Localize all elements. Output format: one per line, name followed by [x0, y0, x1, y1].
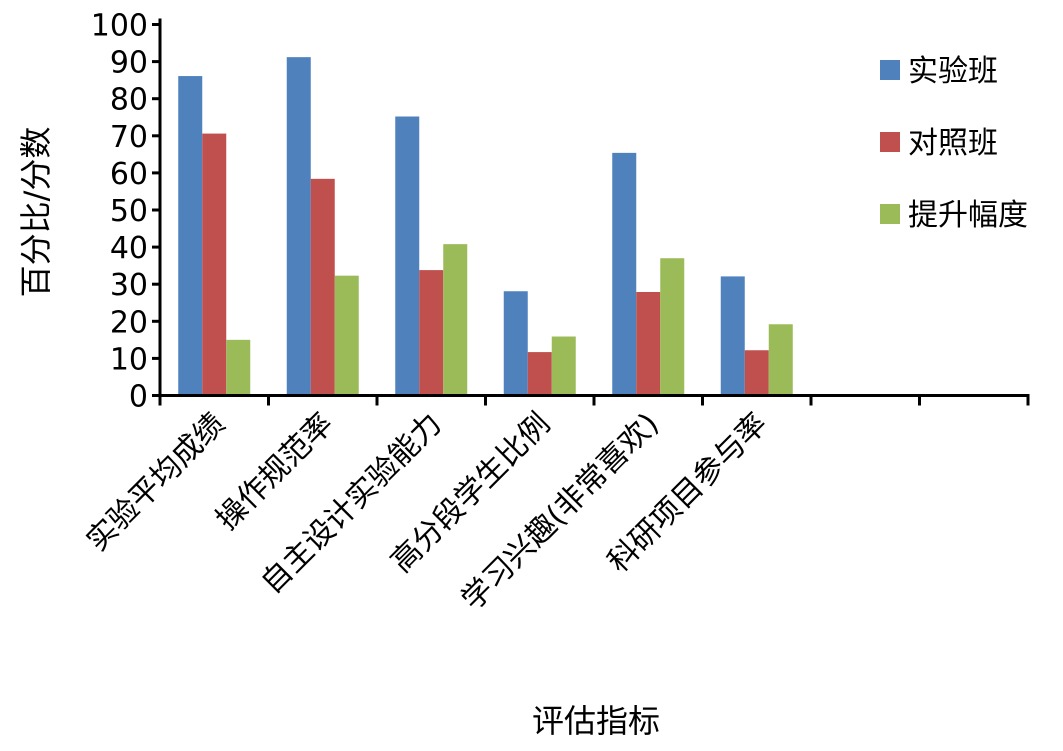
x-tick-label: 自主设计实验能力 — [254, 406, 448, 600]
legend-label: 实验班 — [908, 54, 998, 89]
bar-1-4 — [636, 291, 661, 396]
bar-2-2 — [443, 244, 468, 396]
legend-label: 提升幅度 — [908, 198, 1028, 233]
bar-2-5 — [768, 324, 793, 396]
bar-1-2 — [419, 270, 444, 396]
x-tick-label: 实验平均成绩 — [80, 406, 232, 558]
bar-1-1 — [310, 178, 335, 396]
legend-swatch — [880, 132, 900, 152]
bar-0-0 — [178, 76, 203, 396]
y-tick-label: 40 — [110, 231, 148, 266]
legend-label: 对照班 — [908, 126, 998, 161]
bar-0-1 — [286, 57, 311, 396]
bar-1-0 — [202, 133, 227, 396]
bar-2-4 — [660, 258, 685, 396]
bar-0-2 — [395, 116, 420, 396]
y-axis-title: 百分比/分数 — [17, 127, 55, 298]
y-tick-label: 70 — [110, 120, 148, 155]
y-tick-label: 10 — [110, 342, 148, 377]
bar-0-5 — [720, 276, 745, 396]
y-tick-label: 100 — [91, 9, 148, 44]
bar-0-4 — [612, 152, 637, 396]
x-tick-label: 学习兴趣(非常喜欢) — [455, 406, 666, 617]
bar-2-1 — [334, 275, 359, 396]
y-tick-label: 30 — [110, 268, 148, 303]
y-tick-label: 50 — [110, 194, 148, 229]
y-tick-label: 80 — [110, 83, 148, 118]
y-tick-label: 90 — [110, 46, 148, 81]
bar-1-5 — [744, 350, 769, 396]
bar-0-3 — [503, 291, 528, 396]
bar-2-0 — [226, 339, 251, 396]
y-tick-label: 20 — [110, 305, 148, 340]
bar-2-3 — [551, 336, 576, 396]
y-tick-label: 60 — [110, 157, 148, 192]
x-axis-title: 评估指标 — [532, 702, 660, 740]
legend-swatch — [880, 60, 900, 80]
y-tick-label: 0 — [129, 380, 148, 415]
legend-swatch — [880, 204, 900, 224]
bar-1-3 — [527, 352, 552, 396]
bars-layer — [178, 57, 793, 396]
